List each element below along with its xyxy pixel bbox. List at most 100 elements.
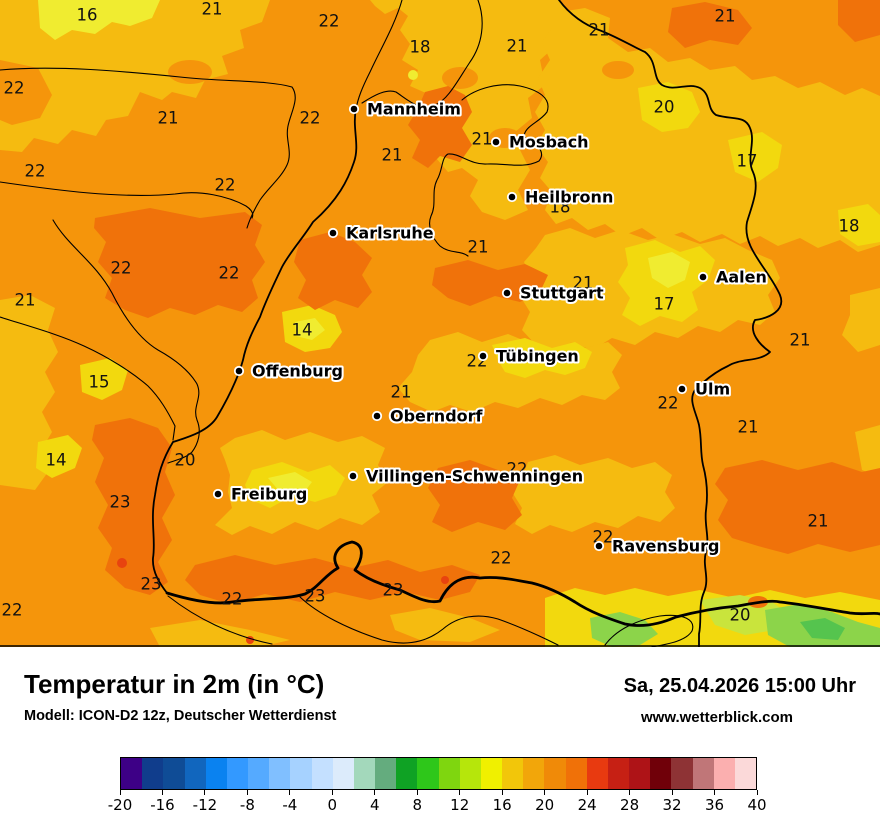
- colorbar-segment: [713, 758, 735, 789]
- colorbar-tick-label: 0: [327, 796, 338, 814]
- colorbar-tick: [331, 790, 333, 795]
- colorbar-segment: [523, 758, 545, 789]
- city-label-stuttgart: Stuttgart: [520, 284, 604, 303]
- colorbar-segment: [205, 758, 227, 789]
- colorbar-segment: [396, 758, 418, 789]
- temperature-value-label: 22: [111, 259, 132, 278]
- city-dot-oberndorf: [371, 410, 383, 422]
- colorbar-segment: [629, 758, 651, 789]
- temperature-value-label: 21: [202, 0, 223, 19]
- colorbar-tick-label: 16: [492, 796, 512, 814]
- colorbar-tick: [204, 790, 206, 795]
- temperature-value-label: 15: [89, 373, 110, 392]
- city-dot-mosbach: [490, 136, 502, 148]
- colorbar-tick: [501, 790, 503, 795]
- colorbar-tick: [756, 790, 758, 795]
- temperature-value-label: 18: [839, 217, 860, 236]
- temperature-value-label: 22: [219, 264, 240, 283]
- model-info: Modell: ICON-D2 12z, Deutscher Wetterdie…: [24, 708, 337, 724]
- temperature-map: 16 21 22 18 21 21 21 22 21 22 20 21 21 17 22 22 18 18 21 22…: [0, 0, 880, 648]
- map-area: 16 21 22 18 21 21 21 22 21 22 20 21 21 17 22 22 18 18 21 22…: [0, 0, 880, 648]
- city-label-freiburg: Freiburg: [231, 485, 307, 504]
- city-markers: Mannheim Mosbach Heilbronn Karlsruhe Stuttga…: [212, 98, 769, 558]
- temperature-value-label: 22: [25, 162, 46, 181]
- colorbar-tick: [629, 790, 631, 795]
- temperature-value-label: 22: [215, 176, 236, 195]
- colorbar-tick: [671, 790, 673, 795]
- city-dot-stuttgart: [501, 287, 513, 299]
- colorbar-tick: [416, 790, 418, 795]
- colorbar-tick-label: 8: [412, 796, 423, 814]
- colorbar-segment: [290, 758, 312, 789]
- city-dot-freiburg: [212, 488, 224, 500]
- colorbar-segment: [565, 758, 587, 789]
- colorbar-segment: [163, 758, 185, 789]
- temperature-value-label: 22: [319, 12, 340, 31]
- city-dot-aalen: [697, 271, 709, 283]
- city-dot-karlsruhe: [327, 227, 339, 239]
- colorbar-tick-label: -12: [192, 796, 218, 814]
- temperature-value-label: 21: [808, 512, 829, 531]
- city-label-aalen: Aalen: [716, 268, 767, 287]
- colorbar-tick-label: 12: [450, 796, 470, 814]
- temperature-value-label: 18: [550, 198, 571, 217]
- colorbar-segment: [184, 758, 206, 789]
- temperature-value-label: 14: [292, 321, 313, 340]
- colorbar-segment: [480, 758, 503, 789]
- colorbar-segment: [544, 758, 566, 789]
- colorbar-tick-label: -16: [150, 796, 175, 814]
- city-label-heilbronn: Heilbronn: [525, 188, 613, 207]
- colorbar-tick-label: -8: [239, 796, 255, 814]
- city-label-offenburg: Offenburg: [252, 362, 343, 381]
- colorbar-tick: [246, 790, 248, 795]
- temperature-value-label: 22: [658, 394, 679, 413]
- temperature-value-label: 20: [654, 98, 675, 117]
- colorbar-segment: [417, 758, 439, 789]
- temperature-value-label: 21: [589, 21, 610, 40]
- temperature-value-label: 22: [300, 109, 321, 128]
- colorbar-tick: [119, 790, 121, 795]
- page-title: Temperatur in 2m (in °C): [24, 669, 325, 699]
- colorbar-segment: [375, 758, 397, 789]
- colorbar-segment: [734, 758, 757, 789]
- temperature-value-label: 22: [4, 79, 25, 98]
- colorbar-tick: [714, 790, 716, 795]
- colorbar-segment: [671, 758, 693, 789]
- temperature-value-label: 21: [158, 109, 179, 128]
- temperature-field: [0, 0, 880, 647]
- temperature-value-label: 17: [654, 295, 675, 314]
- colorbar-segment: [459, 758, 481, 789]
- website-link[interactable]: www.wetterblick.com: [641, 709, 793, 726]
- city-label-mannheim: Mannheim: [367, 100, 461, 119]
- temperature-value-label: 21: [391, 383, 412, 402]
- colorbar-segment: [438, 758, 460, 789]
- temperature-value-label: 16: [77, 6, 98, 25]
- colorbar-tick-label: 20: [535, 796, 555, 814]
- temperature-value-label: 22: [507, 460, 528, 479]
- city-label-mosbach: Mosbach: [509, 133, 589, 152]
- temperature-value-label: 22: [222, 590, 243, 609]
- colorbar-tick-label: -4: [282, 796, 298, 814]
- colorbar-tick-label: 24: [577, 796, 597, 814]
- colorbar-tick: [289, 790, 291, 795]
- colorbar-segment: [586, 758, 608, 789]
- colorbar-segment: [269, 758, 291, 789]
- city-label-karlsruhe: Karlsruhe: [346, 224, 434, 243]
- colorbar-segment: [142, 758, 164, 789]
- colorbar-segment: [248, 758, 270, 789]
- temperature-value-label: 14: [46, 451, 67, 470]
- colorbar-tick-label: -20: [107, 796, 133, 814]
- temperature-value-label: 23: [141, 575, 162, 594]
- forecast-datetime: Sa, 25.04.2026 15:00 Uhr: [623, 675, 856, 697]
- colorbar-tick-label: 32: [662, 796, 682, 814]
- colorbar-tick: [544, 790, 546, 795]
- city-dot-ulm: [676, 383, 688, 395]
- temperature-value-label: 23: [383, 581, 404, 600]
- colorbar-segment: [607, 758, 630, 789]
- colorbar-tick-label: 4: [370, 796, 380, 814]
- city-label-ulm: Ulm: [695, 380, 730, 399]
- city-dot-heilbronn: [506, 191, 518, 203]
- temperature-value-label: 17: [737, 152, 758, 171]
- colorbar-segment: [332, 758, 354, 789]
